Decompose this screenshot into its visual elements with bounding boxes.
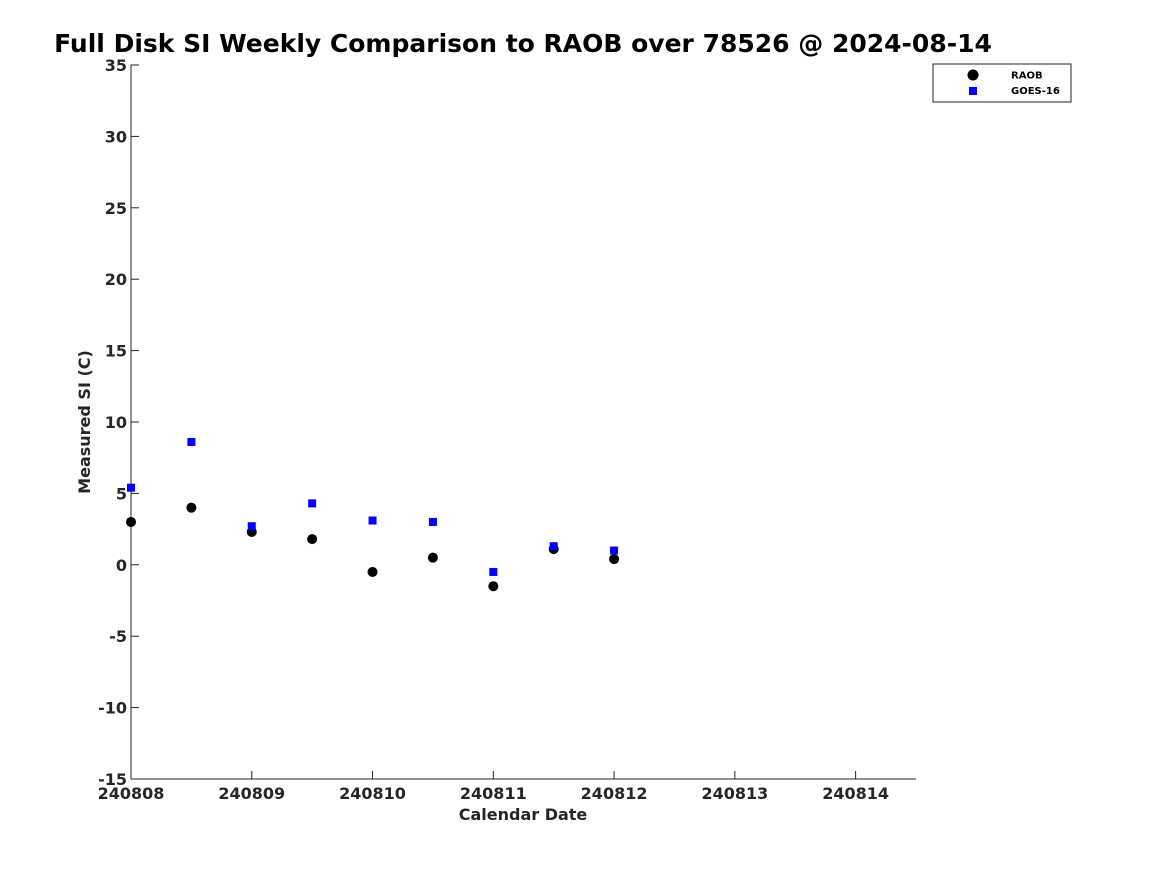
legend-label-goes16: GOES-16 bbox=[1011, 86, 1060, 97]
y-tick-label: -5 bbox=[109, 627, 127, 646]
chart-title: Full Disk SI Weekly Comparison to RAOB o… bbox=[54, 29, 992, 58]
legend-label-raob: RAOB bbox=[1011, 71, 1043, 82]
x-axis-label: Calendar Date bbox=[459, 805, 588, 824]
point-goes16 bbox=[549, 542, 558, 551]
y-tick-label: 0 bbox=[116, 556, 127, 575]
y-tick-label: 5 bbox=[116, 484, 127, 503]
point-raob bbox=[186, 502, 197, 513]
y-axis-label: Measured SI (C) bbox=[75, 350, 94, 494]
point-goes16 bbox=[428, 517, 437, 526]
y-tick-label: -10 bbox=[98, 699, 127, 718]
point-goes16 bbox=[368, 516, 377, 525]
point-raob bbox=[307, 534, 318, 545]
x-tick-label: 240810 bbox=[339, 784, 406, 803]
y-tick-label: 30 bbox=[105, 127, 127, 146]
point-goes16 bbox=[247, 522, 256, 531]
x-tick-label: 240814 bbox=[822, 784, 889, 803]
point-goes16 bbox=[610, 546, 619, 555]
y-tick-label: 20 bbox=[105, 270, 127, 289]
point-goes16 bbox=[308, 499, 317, 508]
legend-marker-raob bbox=[967, 69, 979, 81]
x-tick-label: 240813 bbox=[701, 784, 768, 803]
y-tick-label: 15 bbox=[105, 342, 127, 361]
legend: RAOB GOES-16 bbox=[932, 63, 1072, 103]
x-tick-label: 240812 bbox=[581, 784, 648, 803]
data-points bbox=[126, 437, 620, 592]
x-tick-label: 240811 bbox=[460, 784, 527, 803]
point-raob bbox=[367, 566, 378, 577]
point-goes16 bbox=[489, 567, 498, 576]
x-tick-label: 240809 bbox=[218, 784, 285, 803]
y-tick-label: 25 bbox=[105, 199, 127, 218]
y-tick-label: 35 bbox=[105, 56, 127, 75]
y-tick-label: -15 bbox=[98, 770, 127, 789]
y-tick-label: 10 bbox=[105, 413, 127, 432]
legend-marker-goes16 bbox=[969, 87, 977, 95]
point-raob bbox=[427, 552, 438, 563]
point-goes16 bbox=[127, 483, 135, 492]
legend-box bbox=[932, 63, 1072, 103]
axes bbox=[130, 65, 916, 780]
y-ticks: 35 30 25 20 15 10 5 0 -5 -10 -15 bbox=[98, 56, 139, 789]
x-tick-label: 240808 bbox=[98, 784, 165, 803]
x-ticks: 240808 240809 240810 240811 240812 240813 2408… bbox=[98, 771, 889, 803]
point-raob bbox=[488, 581, 499, 592]
point-raob bbox=[609, 554, 620, 565]
point-raob bbox=[126, 516, 136, 527]
point-goes16 bbox=[187, 437, 196, 446]
